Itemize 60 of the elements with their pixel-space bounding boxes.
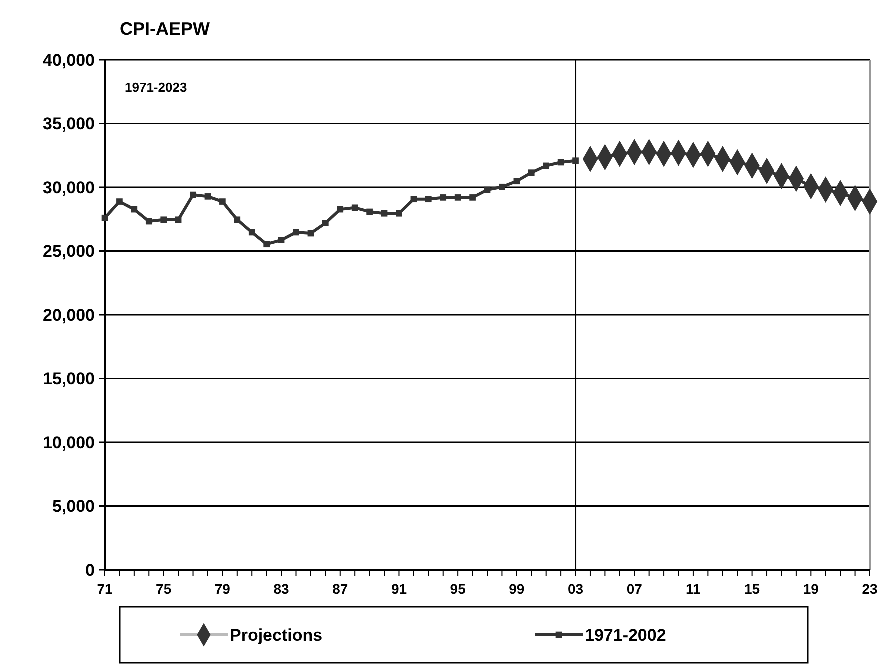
point — [308, 230, 314, 237]
y-tick-label: 25,000 — [43, 242, 95, 262]
x-tick-label: 19 — [803, 581, 820, 597]
annotation: 1971-2023 — [125, 80, 188, 95]
point — [396, 210, 402, 217]
point — [470, 194, 476, 201]
point — [454, 194, 462, 201]
point — [146, 218, 152, 225]
x-tick-label: 87 — [332, 581, 348, 597]
point — [528, 170, 535, 176]
y-tick-label: 10,000 — [43, 433, 95, 452]
point — [352, 204, 358, 212]
point — [190, 192, 196, 198]
x-tick-label: 99 — [509, 581, 525, 597]
point — [234, 216, 241, 224]
x-tick-label: 07 — [626, 581, 643, 597]
point — [484, 186, 491, 194]
point — [160, 216, 168, 224]
y-tick-label: 0 — [86, 560, 95, 580]
point — [264, 241, 270, 248]
chart-title: CPI-AEPW — [120, 19, 210, 39]
x-tick-label: 83 — [274, 581, 290, 597]
point — [425, 196, 432, 203]
legend-label: 1971-2002 — [585, 626, 666, 645]
point — [572, 158, 579, 164]
point — [410, 196, 418, 203]
y-tick-label: 35,000 — [43, 114, 95, 134]
point — [322, 220, 329, 226]
y-tick-label: 15,000 — [43, 370, 95, 389]
point — [514, 178, 520, 185]
point — [337, 206, 344, 213]
point — [278, 237, 285, 244]
point — [293, 229, 300, 236]
y-tick-label: 40,000 — [43, 50, 95, 70]
point — [204, 194, 212, 200]
point — [543, 162, 550, 170]
legend-label: Projections — [230, 626, 323, 645]
x-tick-label: 95 — [450, 581, 466, 597]
x-tick-label: 15 — [744, 581, 760, 597]
point — [558, 159, 564, 166]
x-tick-label: 79 — [214, 581, 231, 597]
point — [131, 206, 138, 213]
x-tick-label: 71 — [97, 581, 113, 597]
x-tick-label: 75 — [156, 581, 172, 597]
point — [102, 214, 108, 222]
point — [220, 198, 226, 205]
point — [175, 216, 182, 224]
point — [116, 198, 123, 205]
x-tick-label: 03 — [568, 581, 584, 597]
point — [499, 184, 506, 190]
point — [366, 208, 373, 216]
x-tick-label: 23 — [862, 581, 878, 597]
point — [381, 210, 388, 217]
x-tick-label: 91 — [391, 581, 408, 597]
point — [440, 194, 447, 201]
y-tick-label: 30,000 — [43, 178, 95, 198]
x-tick-label: 11 — [686, 581, 702, 597]
y-tick-label: 20,000 — [43, 306, 95, 325]
y-tick-label: 5,000 — [52, 497, 95, 516]
point — [248, 229, 256, 236]
